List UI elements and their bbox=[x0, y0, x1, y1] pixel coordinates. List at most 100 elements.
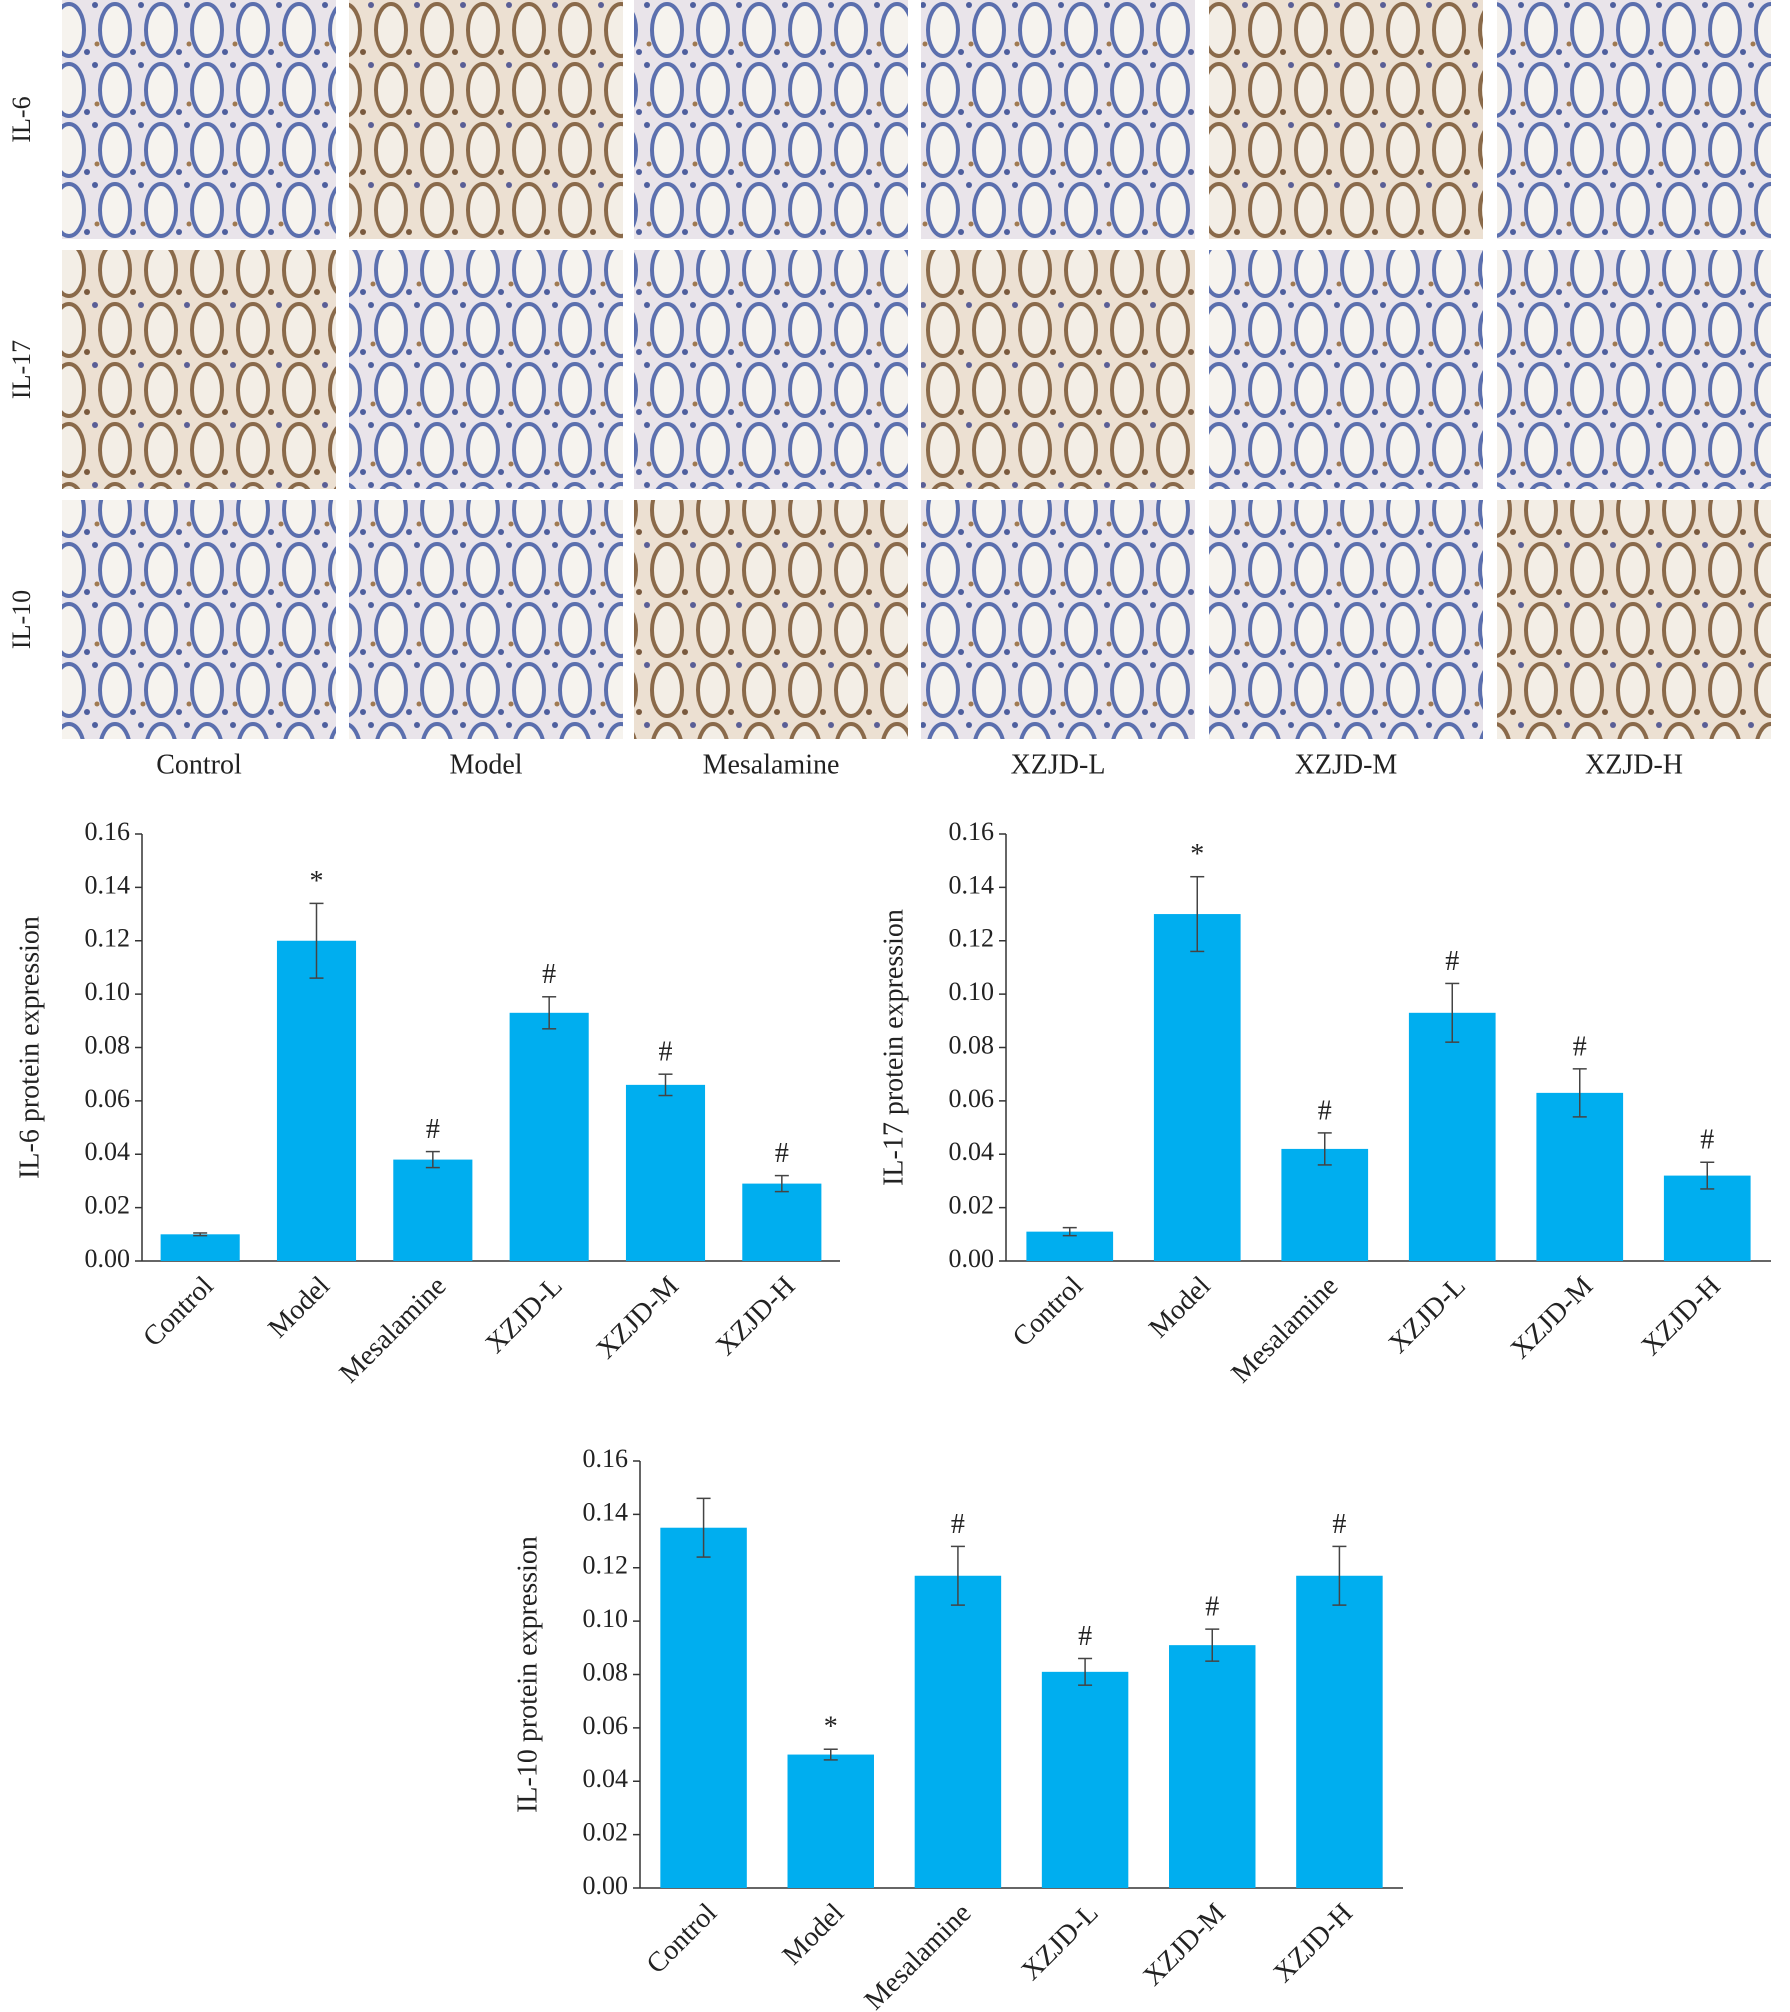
y-tick-label: 0.12 bbox=[949, 924, 995, 953]
y-tick-label: 0.04 bbox=[85, 1137, 131, 1166]
bar bbox=[160, 1234, 240, 1261]
x-tick-label: XZJD-L bbox=[480, 1271, 569, 1360]
row-label: IL-6 bbox=[7, 96, 36, 142]
micrograph bbox=[1209, 500, 1483, 739]
column-label: Mesalamine bbox=[703, 749, 840, 780]
significance-marker: * bbox=[824, 1712, 838, 1743]
significance-marker: # bbox=[659, 1037, 673, 1068]
row-label: IL-17 bbox=[7, 340, 36, 399]
x-tick-label: XZJD-H bbox=[1636, 1271, 1727, 1362]
bar bbox=[1408, 1012, 1496, 1261]
x-tick-label: Control bbox=[1007, 1270, 1090, 1353]
column-label: XZJD-H bbox=[1585, 749, 1683, 780]
y-tick-label: 0.08 bbox=[949, 1030, 995, 1059]
significance-marker: # bbox=[1445, 946, 1459, 977]
y-tick-label: 0.02 bbox=[85, 1191, 131, 1220]
column-label: Model bbox=[449, 749, 522, 780]
significance-marker: # bbox=[542, 959, 556, 990]
micrograph bbox=[634, 250, 908, 489]
significance-marker: # bbox=[951, 1509, 965, 1540]
x-tick-label: Control bbox=[641, 1897, 724, 1980]
y-axis-title: IL-10 protein expression bbox=[512, 1536, 543, 1813]
significance-marker: # bbox=[1700, 1125, 1714, 1156]
x-tick-label: Mesalamine bbox=[334, 1271, 453, 1390]
bar bbox=[787, 1754, 874, 1888]
x-tick-label: Model bbox=[1143, 1270, 1217, 1344]
y-tick-label: 0.02 bbox=[949, 1191, 995, 1220]
x-tick-label: XZJD-L bbox=[1383, 1271, 1472, 1360]
x-tick-label: XZJD-M bbox=[1505, 1271, 1600, 1366]
significance-marker: * bbox=[1190, 839, 1204, 870]
micrograph bbox=[62, 0, 336, 239]
bar bbox=[393, 1159, 473, 1261]
bar bbox=[509, 1012, 589, 1261]
significance-marker: # bbox=[426, 1114, 440, 1145]
micrograph bbox=[1497, 500, 1771, 739]
y-tick-label: 0.10 bbox=[583, 1604, 629, 1633]
micrograph bbox=[1497, 250, 1771, 489]
significance-marker: # bbox=[1205, 1592, 1219, 1623]
significance-marker: # bbox=[775, 1138, 789, 1169]
x-tick-label: Mesalamine bbox=[1226, 1271, 1345, 1390]
significance-marker: # bbox=[1332, 1509, 1346, 1540]
bar bbox=[276, 940, 357, 1261]
y-tick-label: 0.12 bbox=[583, 1551, 629, 1580]
micrograph bbox=[1209, 250, 1483, 489]
bar bbox=[1536, 1092, 1624, 1261]
y-tick-label: 0.00 bbox=[583, 1871, 629, 1900]
bar bbox=[1153, 914, 1241, 1261]
bar bbox=[625, 1084, 706, 1261]
x-tick-label: XZJD-M bbox=[1137, 1898, 1232, 1993]
significance-marker: # bbox=[1318, 1095, 1332, 1126]
y-tick-label: 0.04 bbox=[583, 1764, 629, 1793]
x-tick-label: XZJD-M bbox=[590, 1271, 685, 1366]
y-tick-label: 0.06 bbox=[949, 1084, 995, 1113]
bar bbox=[1296, 1575, 1383, 1888]
micrograph bbox=[1497, 0, 1771, 239]
column-label: XZJD-L bbox=[1011, 749, 1106, 780]
y-tick-label: 0.16 bbox=[583, 1444, 629, 1473]
x-tick-label: Control bbox=[137, 1270, 220, 1353]
micrograph bbox=[921, 500, 1195, 739]
x-tick-label: Mesalamine bbox=[859, 1898, 978, 2012]
y-tick-label: 0.00 bbox=[85, 1244, 131, 1273]
y-tick-label: 0.14 bbox=[949, 870, 995, 899]
bar bbox=[914, 1575, 1002, 1888]
significance-marker: # bbox=[1078, 1621, 1092, 1652]
y-tick-label: 0.06 bbox=[85, 1084, 131, 1113]
x-tick-label: XZJD-H bbox=[1268, 1898, 1359, 1989]
bar bbox=[660, 1527, 747, 1888]
x-tick-label: Model bbox=[262, 1270, 336, 1344]
micrograph bbox=[634, 500, 908, 739]
y-tick-label: 0.16 bbox=[85, 817, 131, 846]
significance-marker: * bbox=[310, 866, 324, 897]
y-tick-label: 0.08 bbox=[85, 1030, 131, 1059]
bar bbox=[1169, 1645, 1256, 1888]
x-tick-label: XZJD-H bbox=[710, 1271, 801, 1362]
column-label: XZJD-M bbox=[1295, 749, 1398, 780]
micrograph bbox=[1209, 0, 1483, 239]
y-tick-label: 0.08 bbox=[583, 1657, 629, 1686]
micrograph bbox=[921, 0, 1195, 239]
micrograph bbox=[349, 500, 623, 739]
y-tick-label: 0.10 bbox=[85, 977, 131, 1006]
y-tick-label: 0.06 bbox=[583, 1711, 629, 1740]
y-tick-label: 0.12 bbox=[85, 924, 131, 953]
y-tick-label: 0.04 bbox=[949, 1137, 995, 1166]
significance-marker: # bbox=[1573, 1031, 1587, 1062]
micrograph bbox=[921, 250, 1195, 489]
x-tick-label: XZJD-L bbox=[1016, 1898, 1105, 1987]
y-tick-label: 0.14 bbox=[583, 1497, 629, 1526]
y-tick-label: 0.10 bbox=[949, 977, 995, 1006]
y-tick-label: 0.00 bbox=[949, 1244, 995, 1273]
y-tick-label: 0.02 bbox=[583, 1818, 629, 1847]
micrograph bbox=[62, 500, 336, 739]
column-label: Control bbox=[156, 749, 242, 780]
micrograph bbox=[349, 0, 623, 239]
bar bbox=[1041, 1671, 1129, 1888]
bar bbox=[1663, 1175, 1751, 1261]
y-tick-label: 0.14 bbox=[85, 870, 131, 899]
micrograph bbox=[634, 0, 908, 239]
y-axis-title: IL-17 protein expression bbox=[878, 909, 909, 1186]
